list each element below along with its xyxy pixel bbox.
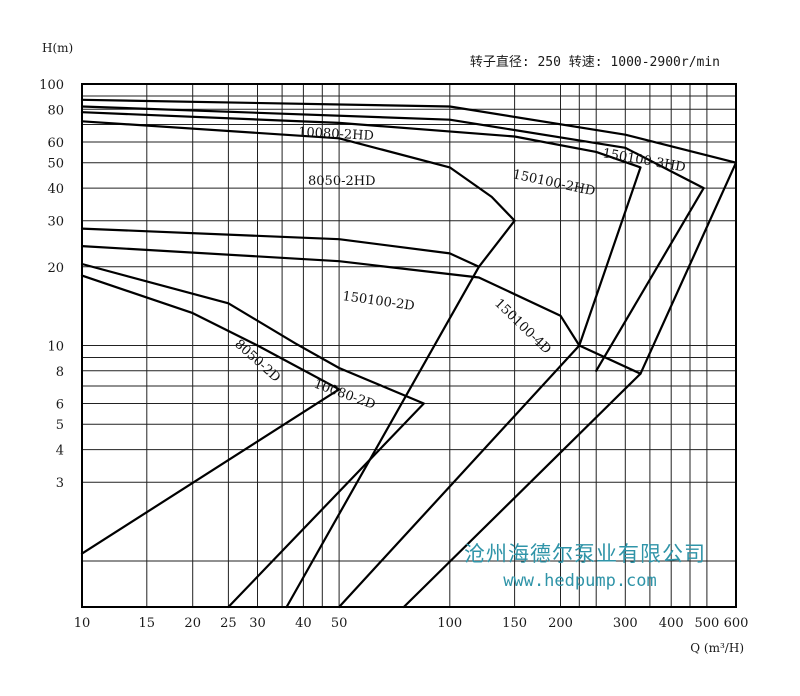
- x-tick-label: 50: [331, 616, 348, 631]
- y-tick-label: 100: [39, 78, 64, 93]
- y-axis-title: H(m): [42, 41, 73, 55]
- x-tick-label: 30: [249, 616, 266, 631]
- series-line-8050-2hd: [80, 120, 516, 268]
- x-tick-label: 150: [502, 616, 527, 631]
- tick-labels: 10 15 20 25 30 40 50 100 150 200 300 400 500 600 3 4 5 6 8…: [39, 78, 748, 631]
- series-line-8050-2d: [80, 274, 341, 555]
- y-tick-label: 5: [56, 418, 64, 433]
- x-tick-label: 40: [295, 616, 312, 631]
- series-line-10080-2hd: [80, 111, 642, 347]
- rotor-speed-info: 转子直径: 250 转速: 1000-2900r/min: [470, 55, 720, 70]
- y-tick-label: 30: [47, 215, 64, 230]
- series-line-extra-4: [402, 344, 642, 609]
- watermark-url: www.hedpump.com: [503, 571, 657, 591]
- x-axis-title: Q (m³/H): [690, 641, 744, 655]
- x-tick-label: 400: [659, 616, 684, 631]
- curves: [80, 98, 738, 609]
- x-tick-label: 20: [184, 616, 201, 631]
- series-line-150100-4d: [80, 245, 581, 609]
- y-tick-label: 20: [47, 261, 64, 276]
- x-tick-label: 200: [548, 616, 573, 631]
- x-tick-label: 15: [139, 616, 156, 631]
- watermark-company: 沧州海德尔泵业有限公司: [464, 542, 706, 566]
- curve-label-10080-2hd: 10080-2HD: [298, 125, 374, 144]
- y-tick-label: 10: [47, 340, 64, 355]
- curve-label-150100-4d: 150100-4D: [491, 296, 554, 357]
- curve-label-150100-3hd: 150100-3HD: [601, 146, 686, 175]
- x-tick-label: 10: [74, 616, 91, 631]
- curve-label-8050-2hd: 8050-2HD: [308, 174, 376, 189]
- y-tick-label: 60: [47, 136, 64, 151]
- curve-label-150100-2d: 150100-2D: [341, 289, 415, 314]
- y-tick-label: 3: [56, 476, 64, 491]
- series-line-150100-2hd: [80, 105, 705, 372]
- curve-label-150100-2hd: 150100-2HD: [511, 167, 596, 199]
- x-tick-label: 300: [613, 616, 638, 631]
- curve-label-10080-2d: 10080-2D: [312, 377, 378, 413]
- series-line-10080-2d: [80, 262, 425, 609]
- y-tick-label: 80: [47, 103, 64, 118]
- series-line-150100-2d: [80, 227, 480, 609]
- y-tick-label: 4: [56, 444, 64, 459]
- y-tick-label: 6: [56, 398, 64, 413]
- y-tick-label: 40: [47, 182, 64, 197]
- y-tick-label: 50: [47, 157, 64, 172]
- x-tick-label: 25: [220, 616, 237, 631]
- x-tick-label: 600: [724, 616, 749, 631]
- x-tick-label: 100: [437, 616, 462, 631]
- x-tick-label: 500: [694, 616, 719, 631]
- series-line-150100-3hd: [80, 98, 738, 375]
- y-tick-label: 8: [56, 365, 64, 380]
- plot-frame: [81, 83, 737, 608]
